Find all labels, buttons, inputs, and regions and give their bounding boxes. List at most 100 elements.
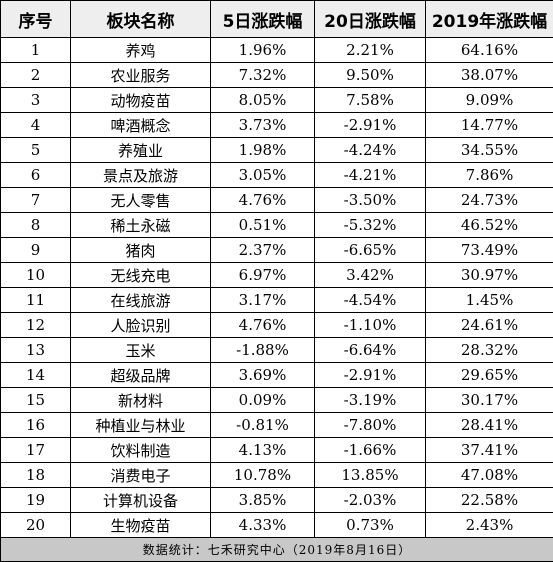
- change-2019-cell: 28.41%: [425, 412, 553, 438]
- table-row: 8 稀土永磁 0.51% -5.32% 46.52%: [0, 212, 553, 238]
- table-row: 11 在线旅游 3.17% -4.54% 1.45%: [0, 287, 553, 313]
- change-5d-cell: 3.69%: [210, 362, 315, 388]
- row-index-cell: 12: [0, 312, 71, 338]
- table-row: 9 猪肉 2.37% -6.65% 73.49%: [0, 237, 553, 263]
- table-row: 14 超级品牌 3.69% -2.91% 29.65%: [0, 362, 553, 388]
- table-row: 6 景点及旅游 3.05% -4.21% 7.86%: [0, 162, 553, 188]
- change-20d-cell: -1.66%: [314, 437, 426, 463]
- change-2019-cell: 34.55%: [425, 137, 553, 163]
- row-index-cell: 1: [0, 37, 71, 63]
- change-2019-cell: 28.32%: [425, 337, 553, 363]
- table-row: 10 无线充电 6.97% 3.42% 30.97%: [0, 262, 553, 288]
- table-row: 12 人脸识别 4.76% -1.10% 24.61%: [0, 312, 553, 338]
- sector-name-cell: 种植业与林业: [70, 412, 211, 438]
- header-index: 序号: [0, 0, 71, 38]
- change-2019-cell: 37.41%: [425, 437, 553, 463]
- sector-name-cell: 计算机设备: [70, 487, 211, 513]
- sector-name-cell: 景点及旅游: [70, 162, 211, 188]
- row-index-cell: 15: [0, 387, 71, 413]
- change-20d-cell: -4.21%: [314, 162, 426, 188]
- table-row: 16 种植业与林业 -0.81% -7.80% 28.41%: [0, 412, 553, 438]
- table-row: 17 饮料制造 4.13% -1.66% 37.41%: [0, 437, 553, 463]
- row-index-cell: 20: [0, 512, 71, 538]
- change-5d-cell: 4.33%: [210, 512, 315, 538]
- sector-name-cell: 生物疫苗: [70, 512, 211, 538]
- row-index-cell: 18: [0, 462, 71, 488]
- row-index-cell: 4: [0, 112, 71, 138]
- change-5d-cell: 3.85%: [210, 487, 315, 513]
- change-20d-cell: -5.32%: [314, 212, 426, 238]
- table-row: 3 动物疫苗 8.05% 7.58% 9.09%: [0, 87, 553, 113]
- row-index-cell: 13: [0, 337, 71, 363]
- change-5d-cell: 4.76%: [210, 187, 315, 213]
- sector-name-cell: 新材料: [70, 387, 211, 413]
- change-5d-cell: 7.32%: [210, 62, 315, 88]
- change-2019-cell: 22.58%: [425, 487, 553, 513]
- change-2019-cell: 14.77%: [425, 112, 553, 138]
- table-row: 19 计算机设备 3.85% -2.03% 22.58%: [0, 487, 553, 513]
- change-20d-cell: -2.91%: [314, 112, 426, 138]
- header-sector-name: 板块名称: [70, 0, 211, 38]
- table-row: 18 消费电子 10.78% 13.85% 47.08%: [0, 462, 553, 488]
- change-20d-cell: -6.65%: [314, 237, 426, 263]
- sector-name-cell: 无线充电: [70, 262, 211, 288]
- change-20d-cell: 7.58%: [314, 87, 426, 113]
- row-index-cell: 16: [0, 412, 71, 438]
- change-2019-cell: 46.52%: [425, 212, 553, 238]
- change-5d-cell: 1.96%: [210, 37, 315, 63]
- sector-name-cell: 人脸识别: [70, 312, 211, 338]
- change-5d-cell: -1.88%: [210, 337, 315, 363]
- change-20d-cell: -3.19%: [314, 387, 426, 413]
- change-5d-cell: 3.05%: [210, 162, 315, 188]
- change-2019-cell: 64.16%: [425, 37, 553, 63]
- change-2019-cell: 38.07%: [425, 62, 553, 88]
- change-2019-cell: 1.45%: [425, 287, 553, 313]
- change-20d-cell: -2.03%: [314, 487, 426, 513]
- change-5d-cell: 4.76%: [210, 312, 315, 338]
- sector-name-cell: 超级品牌: [70, 362, 211, 388]
- row-index-cell: 9: [0, 237, 71, 263]
- change-5d-cell: 3.17%: [210, 287, 315, 313]
- table-row: 7 无人零售 4.76% -3.50% 24.73%: [0, 187, 553, 213]
- change-2019-cell: 30.97%: [425, 262, 553, 288]
- change-5d-cell: -0.81%: [210, 412, 315, 438]
- sector-name-cell: 养鸡: [70, 37, 211, 63]
- table-body: 1 养鸡 1.96% 2.21% 64.16% 2 农业服务 7.32% 9.50% 38.07%…: [0, 37, 553, 538]
- change-5d-cell: 3.73%: [210, 112, 315, 138]
- sector-name-cell: 稀土永磁: [70, 212, 211, 238]
- sector-name-cell: 养殖业: [70, 137, 211, 163]
- sector-name-cell: 消费电子: [70, 462, 211, 488]
- change-20d-cell: 2.21%: [314, 37, 426, 63]
- sector-name-cell: 饮料制造: [70, 437, 211, 463]
- header-20d-change: 20日涨跌幅: [314, 0, 426, 38]
- data-source-note: 数据统计：七禾研究中心（2019年8月16日）: [0, 537, 553, 562]
- table-row: 5 养殖业 1.98% -4.24% 34.55%: [0, 137, 553, 163]
- change-20d-cell: -6.64%: [314, 337, 426, 363]
- change-5d-cell: 8.05%: [210, 87, 315, 113]
- table-row: 1 养鸡 1.96% 2.21% 64.16%: [0, 37, 553, 63]
- row-index-cell: 5: [0, 137, 71, 163]
- table-row: 20 生物疫苗 4.33% 0.73% 2.43%: [0, 512, 553, 538]
- row-index-cell: 19: [0, 487, 71, 513]
- change-20d-cell: -4.24%: [314, 137, 426, 163]
- sector-name-cell: 玉米: [70, 337, 211, 363]
- table-footer: 数据统计：七禾研究中心（2019年8月16日）: [0, 537, 553, 562]
- row-index-cell: 7: [0, 187, 71, 213]
- change-2019-cell: 30.17%: [425, 387, 553, 413]
- change-5d-cell: 2.37%: [210, 237, 315, 263]
- row-index-cell: 3: [0, 87, 71, 113]
- change-5d-cell: 4.13%: [210, 437, 315, 463]
- change-5d-cell: 10.78%: [210, 462, 315, 488]
- row-index-cell: 8: [0, 212, 71, 238]
- row-index-cell: 2: [0, 62, 71, 88]
- change-20d-cell: 0.73%: [314, 512, 426, 538]
- table-row: 15 新材料 0.09% -3.19% 30.17%: [0, 387, 553, 413]
- header-2019-change: 2019年涨跌幅: [425, 0, 553, 38]
- sector-name-cell: 动物疫苗: [70, 87, 211, 113]
- change-2019-cell: 73.49%: [425, 237, 553, 263]
- change-5d-cell: 1.98%: [210, 137, 315, 163]
- footer-row: 数据统计：七禾研究中心（2019年8月16日）: [0, 537, 553, 562]
- row-index-cell: 11: [0, 287, 71, 313]
- table-header: 序号 板块名称 5日涨跌幅 20日涨跌幅 2019年涨跌幅: [0, 0, 553, 38]
